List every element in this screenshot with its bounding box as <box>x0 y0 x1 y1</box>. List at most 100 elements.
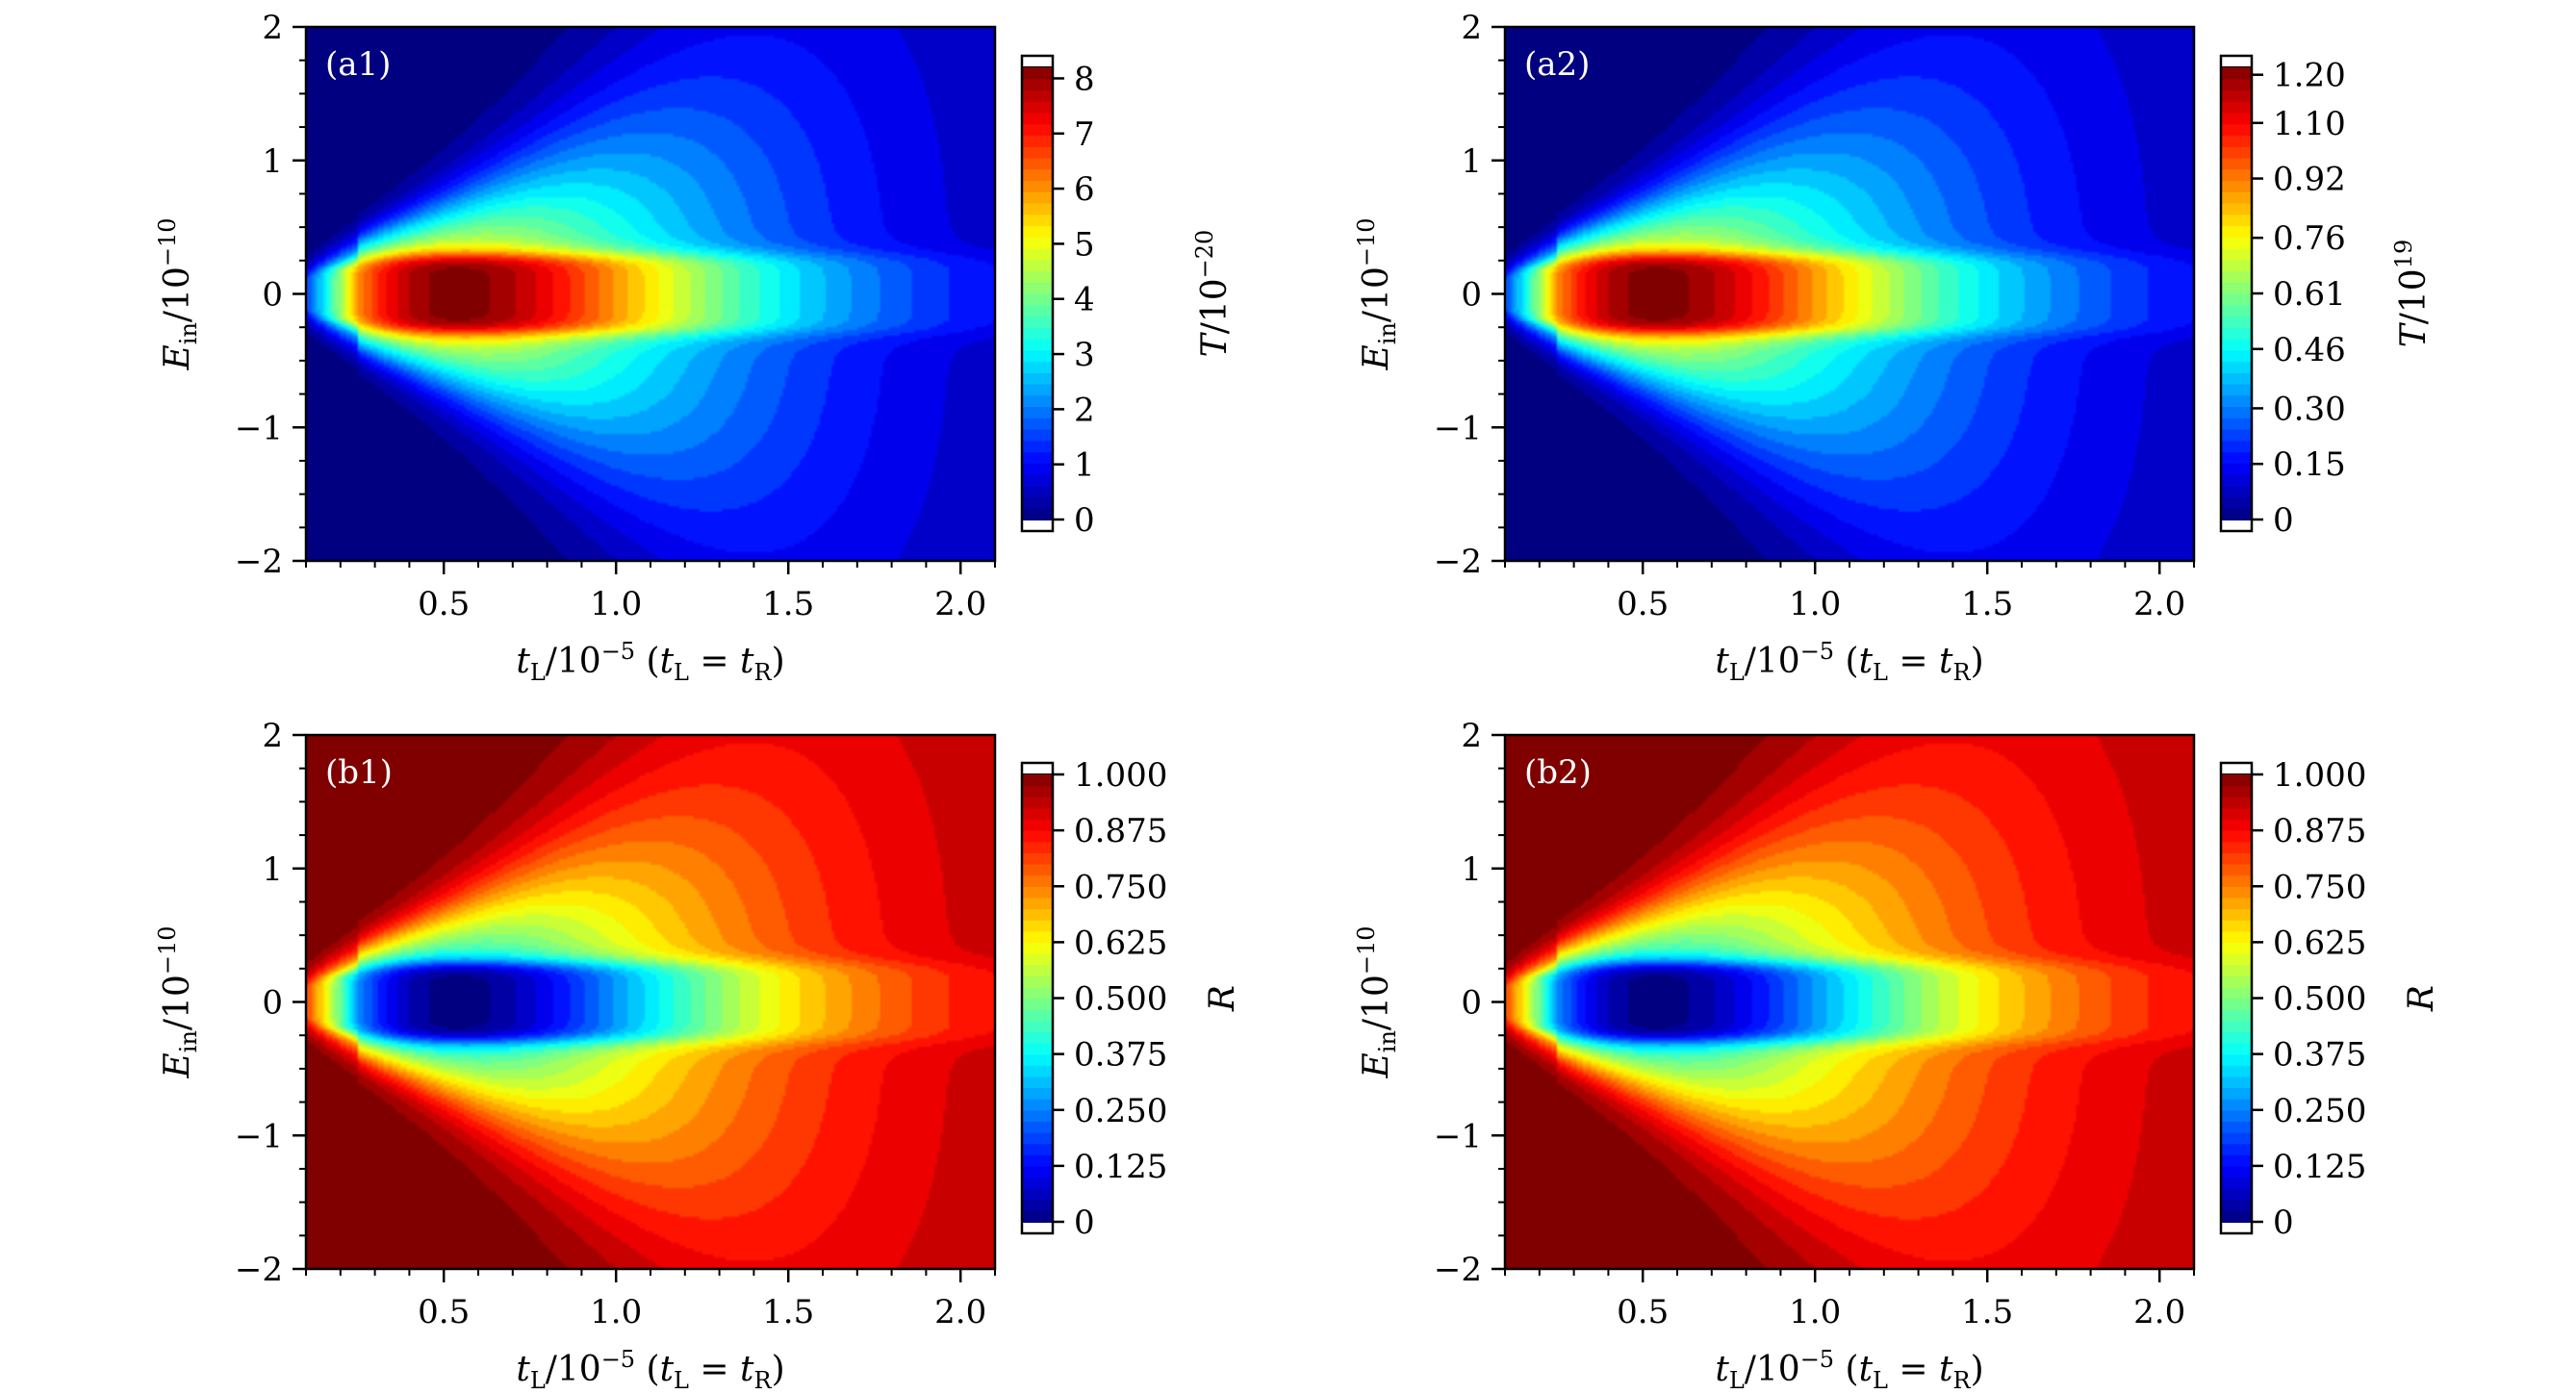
colorbar-segment <box>1022 1165 1053 1179</box>
heatmap-image <box>306 735 995 1269</box>
colorbar-segment <box>2221 908 2252 921</box>
colorbar-segment <box>2221 1143 2252 1155</box>
colorbar-segment <box>2221 282 2252 294</box>
x-tick-label: 1.0 <box>1789 585 1841 623</box>
colorbar-segment <box>2221 1132 2252 1145</box>
colorbar-segment <box>2221 998 2252 1010</box>
colorbar-segment <box>2221 339 2252 351</box>
colorbar-segment <box>2221 942 2252 954</box>
colorbar-tick-label: 0 <box>2273 501 2294 540</box>
colorbar-segment <box>1022 1099 1053 1111</box>
panel-label: (a2) <box>1524 45 1590 84</box>
y-tick-label: 0 <box>1461 984 1482 1023</box>
x-tick-label: 2.0 <box>934 1293 986 1331</box>
colorbar-segment <box>2221 1121 2252 1133</box>
colorbar-segment <box>2221 852 2252 865</box>
colorbar-cap-top <box>2220 55 2253 68</box>
colorbar-segment <box>2221 485 2252 498</box>
colorbar-tick-label: 0.125 <box>1074 1148 1167 1186</box>
colorbar-segment <box>1022 146 1053 159</box>
colorbar-segment <box>2221 429 2252 442</box>
y-tick-label: −1 <box>235 1117 283 1155</box>
colorbar-segment <box>1022 1020 1053 1032</box>
colorbar-segment <box>1022 429 1053 442</box>
x-tick-label: 1.5 <box>762 585 814 623</box>
colorbar-tick-label: 6 <box>1074 170 1095 209</box>
colorbar-segment <box>2221 158 2252 170</box>
colorbar-segment <box>2221 304 2252 317</box>
y-tick-label: 0 <box>262 984 283 1023</box>
colorbar-segment <box>2221 418 2252 430</box>
colorbar-tick-label: 5 <box>1074 225 1095 264</box>
colorbar-segment <box>2221 1076 2252 1089</box>
colorbar-tick-label: 0.625 <box>1074 924 1167 962</box>
colorbar-segment <box>1022 89 1053 102</box>
colorbar-segment <box>1022 1031 1053 1044</box>
y-tick-label: 1 <box>1461 850 1482 889</box>
colorbar-segment <box>2221 191 2252 204</box>
colorbar-tick-label: 8 <box>1074 60 1095 98</box>
colorbar-segment <box>2221 474 2252 487</box>
y-tick-label: −1 <box>235 409 283 447</box>
colorbar-segment <box>2221 146 2252 159</box>
colorbar-segment <box>2221 293 2252 306</box>
colorbar-segment <box>2221 1154 2252 1167</box>
y-tick-label: 2 <box>262 9 283 47</box>
colorbar-segment <box>2221 113 2252 125</box>
colorbar-segment <box>2221 1109 2252 1122</box>
panel-label: (b1) <box>325 753 393 792</box>
colorbar-segment <box>1022 485 1053 498</box>
colorbar-segment <box>2221 508 2252 520</box>
colorbar-segment <box>1022 1154 1053 1167</box>
colorbar-segment <box>1022 282 1053 294</box>
colorbar-cap-bottom <box>1021 519 1054 532</box>
colorbar-segment <box>2221 123 2252 137</box>
colorbar-segment <box>1022 1009 1053 1022</box>
y-tick-label: −2 <box>235 1251 283 1289</box>
colorbar-segment <box>1022 349 1053 363</box>
y-tick-label: −1 <box>1434 1117 1482 1155</box>
colorbar-segment <box>1022 293 1053 306</box>
y-axis-label: Ein/10−10 <box>1353 217 1401 370</box>
y-tick-label: 1 <box>262 142 283 181</box>
colorbar-segment <box>2221 248 2252 261</box>
colorbar-segment <box>1022 168 1053 182</box>
colorbar-tick-label: 1.000 <box>2273 756 2366 795</box>
y-tick-label: 2 <box>1461 717 1482 755</box>
colorbar-segment <box>1022 191 1053 204</box>
colorbar-segment <box>2221 1009 2252 1022</box>
colorbar-segment <box>1022 113 1053 125</box>
heatmap-image <box>1505 27 2194 561</box>
y-axis-label: Ein/10−10 <box>1353 925 1401 1078</box>
colorbar-segment <box>1022 339 1053 351</box>
colorbar-segment <box>2221 463 2252 475</box>
colorbar-segment <box>1022 135 1053 147</box>
colorbar-segment <box>1022 180 1053 192</box>
colorbar-segment <box>2221 1165 2252 1179</box>
colorbar: 1.000 0.875 0.750 0.625 0.500 0.375 0.250 0.125… <box>2219 756 2441 1242</box>
x-axis-label: tL/10−5 (tL = tR) <box>516 1346 784 1394</box>
colorbar-tick-label: 1.000 <box>1074 756 1167 795</box>
colorbar-segment <box>2221 101 2252 114</box>
y-axis-label: Ein/10−10 <box>154 217 202 370</box>
colorbar-segment <box>1022 1053 1053 1066</box>
colorbar-segment <box>1022 463 1053 475</box>
colorbar-segment <box>2221 874 2252 887</box>
colorbar-tick-label: 0 <box>2273 1204 2294 1242</box>
colorbar-segment <box>1022 886 1053 899</box>
colorbar-segment <box>2221 89 2252 102</box>
colorbar-segment <box>2221 930 2252 943</box>
colorbar-tick-label: 0.750 <box>2273 868 2366 906</box>
colorbar-segment <box>2221 920 2252 932</box>
colorbar-tick-label: 0.500 <box>2273 980 2366 1019</box>
colorbar-segment <box>1022 327 1053 340</box>
colorbar-segment <box>2221 1177 2252 1189</box>
colorbar-segment <box>2221 168 2252 182</box>
colorbar-cap-top <box>1021 55 1054 68</box>
colorbar-cap-bottom <box>2220 1221 2253 1234</box>
colorbar-tick-label: 1.20 <box>2273 57 2346 95</box>
y-axis-label: Ein/10−10 <box>154 925 202 1078</box>
colorbar-segment <box>1022 920 1053 932</box>
colorbar-segment <box>1022 930 1053 943</box>
colorbar-segment <box>1022 1076 1053 1089</box>
